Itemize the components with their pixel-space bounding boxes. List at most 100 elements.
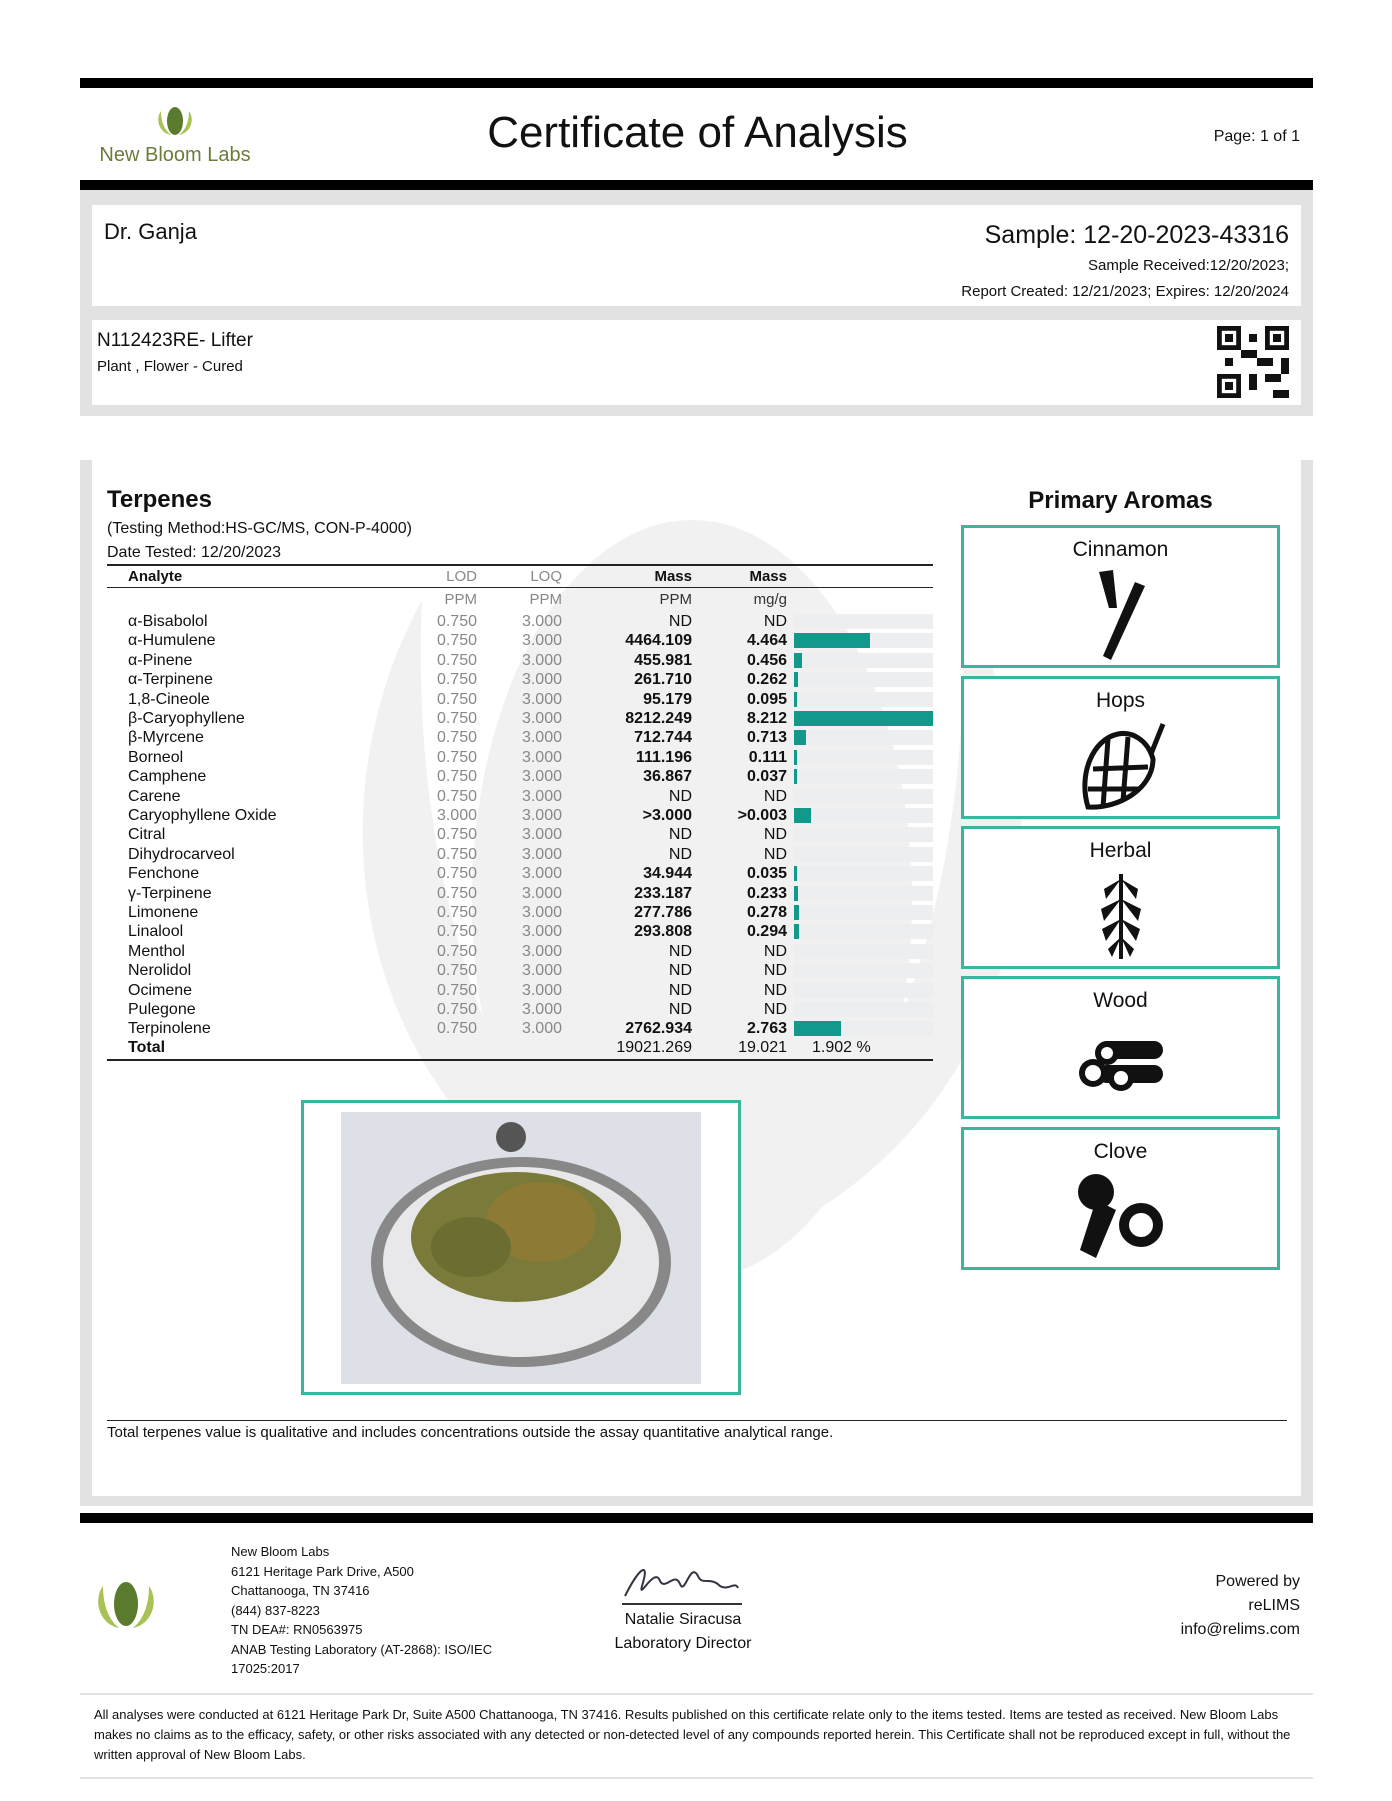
concentration-bar-fill <box>794 672 799 688</box>
analyte-name: Linalool <box>128 923 184 941</box>
lod-value: 0.750 <box>436 729 477 747</box>
total-label: Total <box>128 1039 166 1056</box>
herbal-icon <box>1100 874 1141 959</box>
concentration-bar-track <box>794 730 933 746</box>
testing-method: (Testing Method:HS-GC/MS, CON-P-4000) <box>107 520 412 537</box>
mass-ppm-value: ND <box>668 826 692 844</box>
concentration-bar-track <box>794 1021 933 1037</box>
client-box: Dr. Ganja Sample: 12-20-2023-43316 Sampl… <box>92 205 1301 306</box>
bottom-divider <box>80 1777 1313 1779</box>
total-ppm: 19021.269 <box>616 1039 692 1056</box>
mass-ppm-value: ND <box>668 845 692 863</box>
table-row: Borneol 0.750 3.000 111.196 0.111 <box>107 748 933 767</box>
mass-ppm-value: ND <box>668 613 692 630</box>
analyte-name: Fenchone <box>128 865 200 883</box>
product-name: N112423RE- Lifter <box>97 330 253 351</box>
analyte-name: Borneol <box>128 748 184 766</box>
signer-title: Laboratory Director <box>614 1635 752 1652</box>
mass-ppm-value: ND <box>668 1001 692 1018</box>
concentration-bar-fill <box>794 866 797 882</box>
mass-mg-value: 0.111 <box>748 748 787 766</box>
powered-email[interactable]: info@relims.com <box>1180 1621 1300 1638</box>
mass-mg-value: ND <box>763 787 787 805</box>
mass-mg-value: 0.037 <box>746 768 787 786</box>
product-box: N112423RE- Lifter Plant , Flower - Cured <box>92 320 1301 405</box>
mass-ppm-value: 95.179 <box>643 690 692 708</box>
table-row: Terpinolene 0.750 3.000 2762.934 2.763 <box>107 1019 933 1038</box>
lod-value: 0.750 <box>436 981 477 999</box>
concentration-bar-fill <box>794 885 798 901</box>
lod-value: 0.750 <box>436 962 477 980</box>
analyte-name: γ-Terpinene <box>128 884 212 902</box>
mass-mg-value: ND <box>763 942 787 960</box>
lod-value: 0.750 <box>436 942 477 960</box>
mass-ppm-value: 261.710 <box>634 671 692 689</box>
address-line: ANAB Testing Laboratory (AT-2868): ISO/I… <box>231 1641 493 1657</box>
analyte-name: β-Myrcene <box>128 729 204 747</box>
concentration-bar-track <box>794 943 933 959</box>
mass-mg-value: ND <box>763 981 787 999</box>
mass-mg-value: 0.278 <box>746 904 787 921</box>
terpene-table-body: α-Bisabolol 0.750 3.000 ND ND α-Humulene… <box>107 612 933 1039</box>
analyte-name: Citral <box>128 826 166 844</box>
aromas-title: Primary Aromas <box>1028 487 1213 514</box>
lod-value: 0.750 <box>436 1020 477 1038</box>
table-row: α-Bisabolol 0.750 3.000 ND ND <box>107 612 933 631</box>
concentration-bar-fill <box>794 730 807 746</box>
signature-block: Natalie Siracusa Laboratory Director <box>600 1608 766 1656</box>
total-percent: 1.902 % <box>812 1039 871 1056</box>
aroma-clove: Clove <box>961 1127 1280 1270</box>
concentration-bar-track <box>794 905 933 920</box>
mass-mg-value: 4.464 <box>746 632 787 650</box>
concentration-bar-fill <box>794 905 799 920</box>
concentration-bar-track <box>794 827 933 843</box>
table-row: Caryophyllene Oxide 3.000 3.000 >3.000 >… <box>107 806 933 825</box>
aroma-label: Wood <box>1093 989 1148 1012</box>
lod-value: 0.750 <box>436 613 477 630</box>
concentration-bar-track <box>794 846 933 862</box>
loq-value: 3.000 <box>521 748 562 766</box>
header-rule <box>80 180 1313 190</box>
logo-leaf-icon <box>158 107 192 135</box>
mass-mg-value: ND <box>763 826 787 844</box>
analyte-name: Limonene <box>128 904 199 921</box>
concentration-bar-fill <box>794 652 802 668</box>
aroma-herbal: Herbal <box>961 826 1280 969</box>
mass-mg-value: 0.456 <box>746 651 787 669</box>
concentration-bar-fill <box>794 769 797 785</box>
concentration-bar-track <box>794 672 933 688</box>
mass-ppm-value: 712.744 <box>634 729 692 747</box>
loq-value: 3.000 <box>521 651 562 669</box>
mass-ppm-value: 34.944 <box>643 865 692 883</box>
table-row: γ-Terpinene 0.750 3.000 233.187 0.233 <box>107 884 933 903</box>
address-line: 6121 Heritage Park Drive, A500 <box>231 1563 414 1579</box>
table-row: α-Pinene 0.750 3.000 455.981 0.456 <box>107 651 933 670</box>
mass-ppm-value: 36.867 <box>643 768 692 786</box>
sample-id: Sample: 12-20-2023-43316 <box>984 221 1289 249</box>
address-line: 17025:2017 <box>231 1661 300 1676</box>
signer-name: Natalie Siracusa <box>624 1611 742 1628</box>
wood-logs-icon <box>1079 1041 1163 1091</box>
table-row: β-Caryophyllene 0.750 3.000 8212.249 8.2… <box>107 709 933 728</box>
lod-value: 0.750 <box>436 904 477 921</box>
disclaimer-divider <box>80 1693 1313 1695</box>
loq-value: 3.000 <box>521 904 562 921</box>
loq-value: 3.000 <box>521 1020 562 1038</box>
concentration-bar-fill <box>794 691 797 707</box>
mass-mg-value: 2.763 <box>746 1020 787 1038</box>
terpenes-section: Terpenes (Testing Method:HS-GC/MS, CON-P… <box>107 486 933 1061</box>
mass-ppm-value: ND <box>668 962 692 980</box>
aroma-hops: Hops <box>961 676 1280 819</box>
lod-value: 0.750 <box>436 865 477 883</box>
hops-icon <box>1082 723 1166 810</box>
mass-ppm-value: 233.187 <box>634 884 692 902</box>
logo-text: New Bloom Labs <box>99 144 251 166</box>
powered-label: Powered by <box>1215 1573 1301 1590</box>
client-name: Dr. Ganja <box>104 219 197 244</box>
mass-mg-value: ND <box>763 1001 787 1018</box>
mass-ppm-value: 455.981 <box>634 651 692 669</box>
concentration-bar-track <box>794 866 933 882</box>
footnote: Total terpenes value is qualitative and … <box>107 1420 1287 1441</box>
address-line: TN DEA#: RN0563975 <box>231 1622 363 1637</box>
aroma-label: Cinnamon <box>1072 538 1169 561</box>
